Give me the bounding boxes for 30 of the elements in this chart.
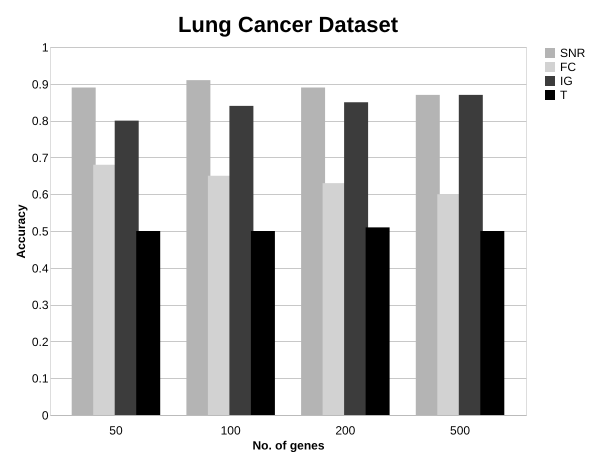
- y-tick-label: 0.5: [32, 224, 49, 238]
- legend-label: IG: [560, 74, 573, 88]
- y-tick-label: 0.1: [32, 372, 49, 386]
- x-tick-label: 100: [220, 424, 241, 438]
- y-tick-label: 0.7: [32, 150, 49, 165]
- y-tick-label: 0.2: [32, 334, 49, 349]
- legend-label: T: [560, 88, 568, 102]
- legend-label: FC: [560, 60, 576, 74]
- bar: [136, 231, 160, 415]
- x-tick-label: 200: [335, 424, 356, 438]
- bar: [344, 102, 368, 415]
- y-tick-label: 0.3: [32, 298, 49, 312]
- y-tick-label: 0.4: [32, 261, 49, 276]
- y-axis-title: Accuracy: [14, 204, 28, 259]
- bar: [250, 231, 275, 415]
- x-axis-title: No. of genes: [252, 438, 325, 452]
- x-tick-label: 50: [109, 424, 123, 438]
- bar: [366, 227, 390, 415]
- y-tick-label: 1: [42, 40, 49, 54]
- x-tick-label: 500: [450, 424, 470, 438]
- bar: [229, 106, 254, 415]
- y-tick-label: 0.6: [32, 188, 49, 202]
- chart-title: Lung Cancer Dataset: [178, 12, 399, 37]
- y-tick-label: 0.8: [32, 114, 49, 128]
- y-tick-label: 0.9: [32, 77, 49, 92]
- legend-label: SNR: [560, 46, 586, 60]
- bar: [480, 231, 504, 415]
- y-tick-label: 0: [42, 408, 49, 422]
- bar: [458, 94, 483, 415]
- bar: [114, 120, 139, 415]
